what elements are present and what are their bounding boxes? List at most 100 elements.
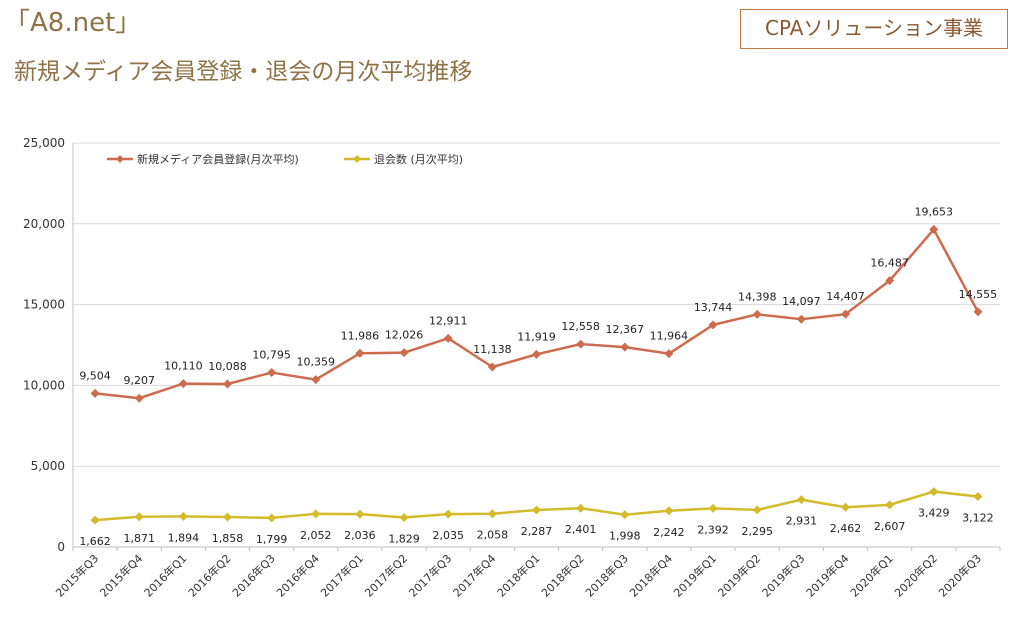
x-tick-label: 2020年Q3 (936, 551, 985, 600)
y-tick-label: 15,000 (23, 298, 65, 312)
data-point (885, 276, 895, 286)
data-label: 14,097 (782, 295, 821, 308)
data-label: 19,653 (915, 205, 954, 218)
data-point (487, 509, 497, 519)
data-point (885, 500, 895, 510)
series-points (90, 224, 983, 525)
data-point (267, 368, 277, 378)
x-tick-label: 2015年Q4 (97, 551, 146, 600)
legend-label-1: 新規メディア会員登録(月次平均) (137, 152, 299, 166)
data-point (223, 379, 232, 389)
data-label: 2,607 (874, 520, 906, 533)
data-label: 2,287 (521, 525, 553, 538)
x-tick-label: 2016年Q1 (141, 551, 190, 600)
data-point (841, 309, 850, 319)
x-tick-label: 2019年Q3 (759, 551, 808, 600)
data-point (134, 393, 144, 403)
data-point (532, 349, 541, 359)
x-tick-label: 2019年Q2 (715, 551, 764, 600)
data-point (576, 503, 586, 513)
x-tick-label: 2015年Q3 (53, 551, 102, 600)
data-label: 16,487 (870, 257, 909, 270)
data-label: 1,662 (79, 535, 111, 548)
data-label: 12,367 (606, 323, 645, 336)
data-label: 12,911 (429, 314, 468, 327)
data-label: 1,858 (212, 532, 244, 545)
data-point (178, 511, 188, 521)
section-tag: CPAソリューション事業 (740, 9, 1008, 49)
x-tick-label: 2018年Q4 (627, 551, 676, 600)
data-label: 10,088 (208, 360, 247, 373)
data-label: 11,138 (473, 343, 512, 356)
data-labels: 9,504 9,207 10,110 10,088 10,795 10,359 11,986… (79, 205, 997, 548)
data-label: 1,829 (388, 532, 420, 545)
data-point (178, 379, 188, 389)
x-tick-label: 2017年Q2 (362, 551, 411, 600)
data-label: 2,401 (565, 523, 597, 536)
data-label: 2,052 (300, 529, 332, 542)
page-subtitle: 新規メディア会員登録・退会の月次平均推移 (14, 59, 473, 85)
data-point (399, 512, 409, 522)
data-point (929, 224, 939, 234)
data-point (532, 505, 541, 515)
data-label: 14,407 (826, 290, 865, 303)
data-label: 2,035 (432, 529, 464, 542)
x-tick-label: 2019年Q1 (671, 551, 720, 600)
data-label: 2,036 (344, 529, 376, 542)
data-label: 2,462 (830, 522, 862, 535)
x-tick-label: 2020年Q2 (891, 551, 940, 600)
data-label: 10,795 (252, 349, 291, 362)
data-label: 1,799 (256, 533, 288, 546)
series-lines (94, 228, 980, 522)
data-label: 2,058 (477, 529, 509, 542)
data-point (311, 509, 321, 519)
data-label: 12,558 (561, 320, 600, 333)
data-label: 3,122 (962, 512, 994, 525)
data-label: 14,555 (959, 288, 998, 301)
data-point (841, 502, 850, 512)
chart-axes (72, 143, 1001, 551)
data-point (576, 339, 586, 349)
x-tick-label: 2018年Q3 (582, 551, 631, 600)
data-label: 13,744 (694, 301, 733, 314)
y-tick-label: 0 (57, 540, 65, 554)
chart-legend: 新規メディア会員登録(月次平均) 退会数 (月次平均) (107, 152, 463, 166)
data-point (223, 512, 232, 522)
data-point (796, 495, 806, 505)
data-label: 9,207 (123, 374, 155, 387)
data-point (443, 509, 453, 519)
data-point (90, 515, 100, 525)
data-label: 3,429 (918, 507, 950, 520)
data-label: 11,964 (650, 330, 689, 343)
data-label: 2,295 (741, 525, 773, 538)
data-label: 2,242 (653, 526, 685, 539)
data-point (355, 348, 365, 358)
data-label: 1,871 (123, 532, 155, 545)
x-tick-label: 2019年Q4 (803, 551, 852, 600)
legend-label-2: 退会数 (月次平均) (374, 152, 463, 166)
x-axis-ticks: 2015年Q32015年Q42016年Q12016年Q22016年Q32016年… (53, 551, 984, 600)
data-label: 9,504 (79, 369, 111, 382)
x-tick-label: 2020年Q1 (847, 551, 896, 600)
x-tick-label: 2018年Q1 (494, 551, 543, 600)
y-tick-label: 20,000 (23, 217, 65, 231)
data-point (973, 492, 983, 502)
x-tick-label: 2018年Q2 (538, 551, 587, 600)
data-point (311, 375, 321, 385)
data-label: 12,026 (385, 329, 424, 342)
y-tick-label: 5,000 (31, 459, 65, 473)
x-tick-label: 2016年Q2 (185, 551, 234, 600)
y-tick-label: 10,000 (23, 378, 65, 392)
x-tick-label: 2017年Q3 (406, 551, 455, 600)
x-tick-label: 2017年Q4 (450, 551, 499, 600)
x-tick-label: 2016年Q4 (273, 551, 322, 600)
data-point (399, 348, 409, 358)
data-point (487, 362, 497, 372)
data-label: 14,398 (738, 290, 777, 303)
y-tick-label: 25,000 (23, 136, 65, 150)
data-point (134, 512, 144, 522)
data-point (796, 314, 806, 324)
data-point (752, 309, 762, 319)
data-point (620, 342, 630, 352)
